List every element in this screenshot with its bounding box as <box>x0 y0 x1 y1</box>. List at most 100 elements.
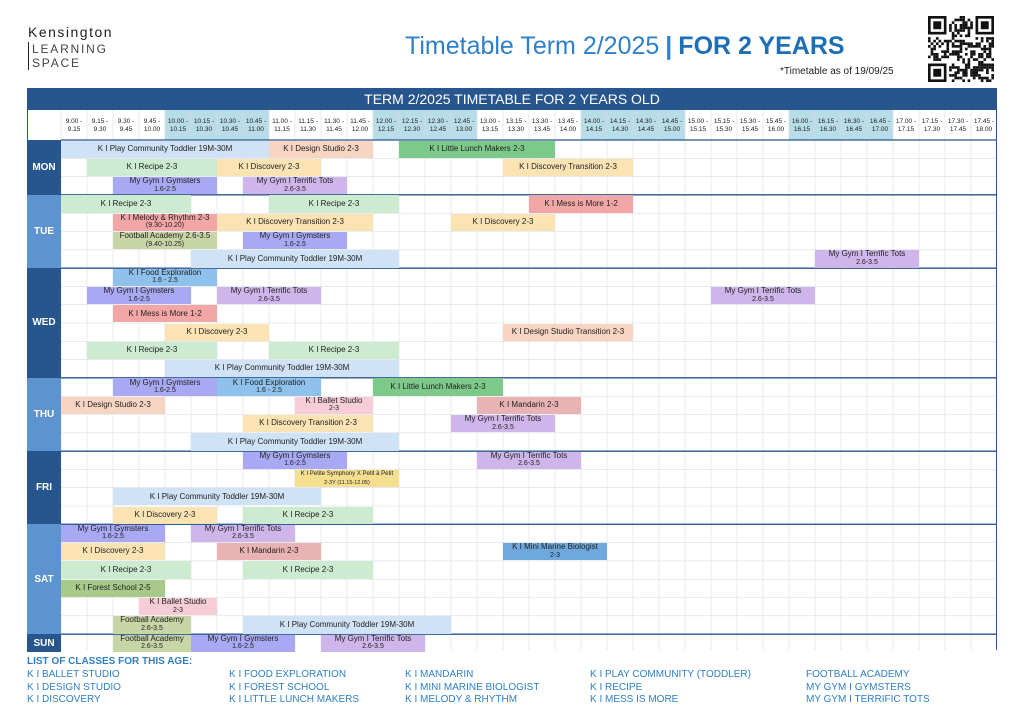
class-block: K I Play Community Toddler 19M-30M <box>191 250 399 268</box>
class-name: Football Academy 2.6-3.5 <box>119 232 211 241</box>
day-label-mon: MON <box>27 140 61 195</box>
legend-item: MY GYM I TERRIFIC TOTS <box>806 694 930 705</box>
class-name: K I Recipe 2-3 <box>126 162 178 172</box>
time-slot-start: 17.30 - <box>947 118 969 125</box>
title-emphasis: FOR 2 YEARS <box>678 32 845 60</box>
time-slot-end: 10.30 <box>195 126 213 133</box>
time-slot-start: 11.00 - <box>272 118 292 125</box>
logo: Kensington LEARNING SPACE <box>28 24 113 70</box>
time-slot-30: 16.30 -16.45 <box>841 112 867 140</box>
time-slot-end: 9.15 <box>67 126 81 133</box>
time-slot-start: 15.30 - <box>739 118 761 125</box>
class-name: My Gym I Terrific Tots <box>256 177 334 186</box>
time-slot-start: 13.15 - <box>505 118 527 125</box>
legend-item: K I DISCOVERY <box>27 694 101 705</box>
time-slot-start: 17.00 - <box>895 118 917 125</box>
legend-item: K I MELODY & RHYTHM <box>405 694 518 705</box>
time-slot-28: 16.00 -16.15 <box>789 112 815 140</box>
class-detail: 1.6 - 2.5 <box>256 387 282 395</box>
class-name: My Gym I Gymsters <box>129 177 201 186</box>
logo-line-3: SPACE <box>32 56 81 70</box>
legend-item: K I RECIPE <box>590 681 643 693</box>
time-slot-2: 9.30 -9.45 <box>113 112 139 140</box>
time-slot-31: 16.45 -17.00 <box>867 112 893 140</box>
class-block: Football Academy 2.6-3.5 <box>113 634 191 652</box>
time-slot-end: 10.45 <box>221 126 239 133</box>
time-slot-start: 9.00 - <box>65 118 83 125</box>
time-slot-0: 9.00 -9.15 <box>61 112 87 140</box>
time-slot-14: 12.30 -12.45 <box>425 112 451 140</box>
class-block: K I Ballet Studio 2-3 <box>295 396 373 414</box>
class-detail: 2.6-3.5 <box>362 643 384 651</box>
class-name: K I Recipe 2-3 <box>308 345 360 355</box>
time-slot-end: 12.45 <box>429 126 447 133</box>
class-name: My Gym I Gymsters <box>129 378 201 387</box>
time-slot-end: 16.30 <box>819 126 837 133</box>
time-slot-end: 11.30 <box>300 126 316 133</box>
time-slot-start: 13.00 - <box>479 118 501 125</box>
time-slot-35: 17.45 -18.00 <box>971 112 997 140</box>
class-block: K I Discovery 2-3 <box>217 158 321 177</box>
time-slot-18: 13.30 -13.45 <box>529 112 555 140</box>
class-name: K I Forest School 2-5 <box>75 583 151 593</box>
class-name: K I Recipe 2-3 <box>100 564 152 574</box>
time-slot-start: 11.30 - <box>324 118 344 125</box>
time-slot-end: 13.00 <box>455 126 473 133</box>
time-slot-start: 9.45 - <box>143 118 161 125</box>
time-slot-22: 14.30 -14.45 <box>633 112 659 140</box>
class-block: K I Discovery 2-3 <box>451 213 555 231</box>
time-slot-start: 14.00 - <box>583 118 605 125</box>
class-block: K I Ballet Studio 2-3 <box>139 598 217 616</box>
class-name: K I Discovery 2-3 <box>82 546 144 556</box>
class-name: K I Food Exploration <box>128 268 202 277</box>
class-block: Football Academy 2.6-3.5 <box>113 616 191 634</box>
day-label-fri: FRI <box>27 451 61 525</box>
class-name: K I Recipe 2-3 <box>100 198 152 208</box>
time-slot-3: 9.45 -10.00 <box>139 112 165 140</box>
class-detail: 1.6 - 2.5 <box>152 277 178 285</box>
logo-mark: LEARNING SPACE <box>28 42 113 70</box>
time-slot-start: 9.30 - <box>117 118 135 125</box>
time-slot-20: 14.00 -14.15 <box>581 112 607 140</box>
class-name: K I Play Community Toddler 19M-30M <box>97 143 233 153</box>
class-block: My Gym I Gymsters 1.6-2.5 <box>243 232 347 250</box>
class-name: K I Play Community Toddler 19M-30M <box>149 491 285 501</box>
class-name: K I Recipe 2-3 <box>126 345 178 355</box>
time-slot-end: 17.30 <box>923 126 941 133</box>
class-name: My Gym I Terrific Tots <box>490 451 568 460</box>
time-slot-start: 17.15 - <box>921 118 943 125</box>
class-name: My Gym I Terrific Tots <box>334 634 412 643</box>
class-name: K I Mini Marine Biologist <box>512 543 598 552</box>
class-block: K I Little Lunch Makers 2-3 <box>373 378 503 396</box>
logo-line-1: Kensington <box>28 24 114 40</box>
class-block: K I Recipe 2-3 <box>61 561 191 579</box>
class-block: K I Forest School 2-5 <box>61 579 165 597</box>
legend-item: FOOTBALL ACADEMY <box>806 669 910 680</box>
time-slot-33: 17.15 -17.30 <box>919 112 945 140</box>
class-name: My Gym I Gymsters <box>103 286 175 296</box>
time-slot-end: 17.15 <box>897 126 915 133</box>
class-name: K I Mess is More 1-2 <box>128 308 202 318</box>
time-slot-start: 14.30 - <box>635 118 657 125</box>
class-name: K I Play Community Toddler 19M-30M <box>214 363 350 373</box>
class-block: K I Recipe 2-3 <box>243 561 373 579</box>
time-slot-start: 12.15 - <box>401 118 423 125</box>
time-slot-end: 11.15 <box>274 126 290 133</box>
time-slot-end: 14.15 <box>585 126 603 133</box>
class-block: K I Play Community Toddler 19M-30M <box>113 488 321 506</box>
time-slot-7: 10.45 -11.00 <box>243 112 269 140</box>
class-block: K I Discovery 2-3 <box>61 543 165 561</box>
class-name: My Gym I Terrific Tots <box>724 286 802 296</box>
class-block: Football Academy 2.6-3.5 (9.40-10.25) <box>113 232 217 250</box>
class-block: K I Design Studio 2-3 <box>269 140 373 158</box>
class-block: My Gym I Gymsters 1.6-2.5 <box>113 177 217 195</box>
time-slot-end: 15.00 <box>663 126 681 133</box>
class-name: K I Discovery Transition 2-3 <box>259 418 357 428</box>
class-block: K I Discovery Transition 2-3 <box>503 158 633 177</box>
time-slot-start: 15.15 - <box>713 118 735 125</box>
time-slot-start: 12.00 - <box>375 118 397 125</box>
title-main: Timetable Term 2/2025 <box>405 32 660 60</box>
time-slot-start: 11.45 - <box>350 118 370 125</box>
time-slot-end: 14.00 <box>559 126 577 133</box>
class-detail: 2.6-3.5 <box>752 295 774 303</box>
